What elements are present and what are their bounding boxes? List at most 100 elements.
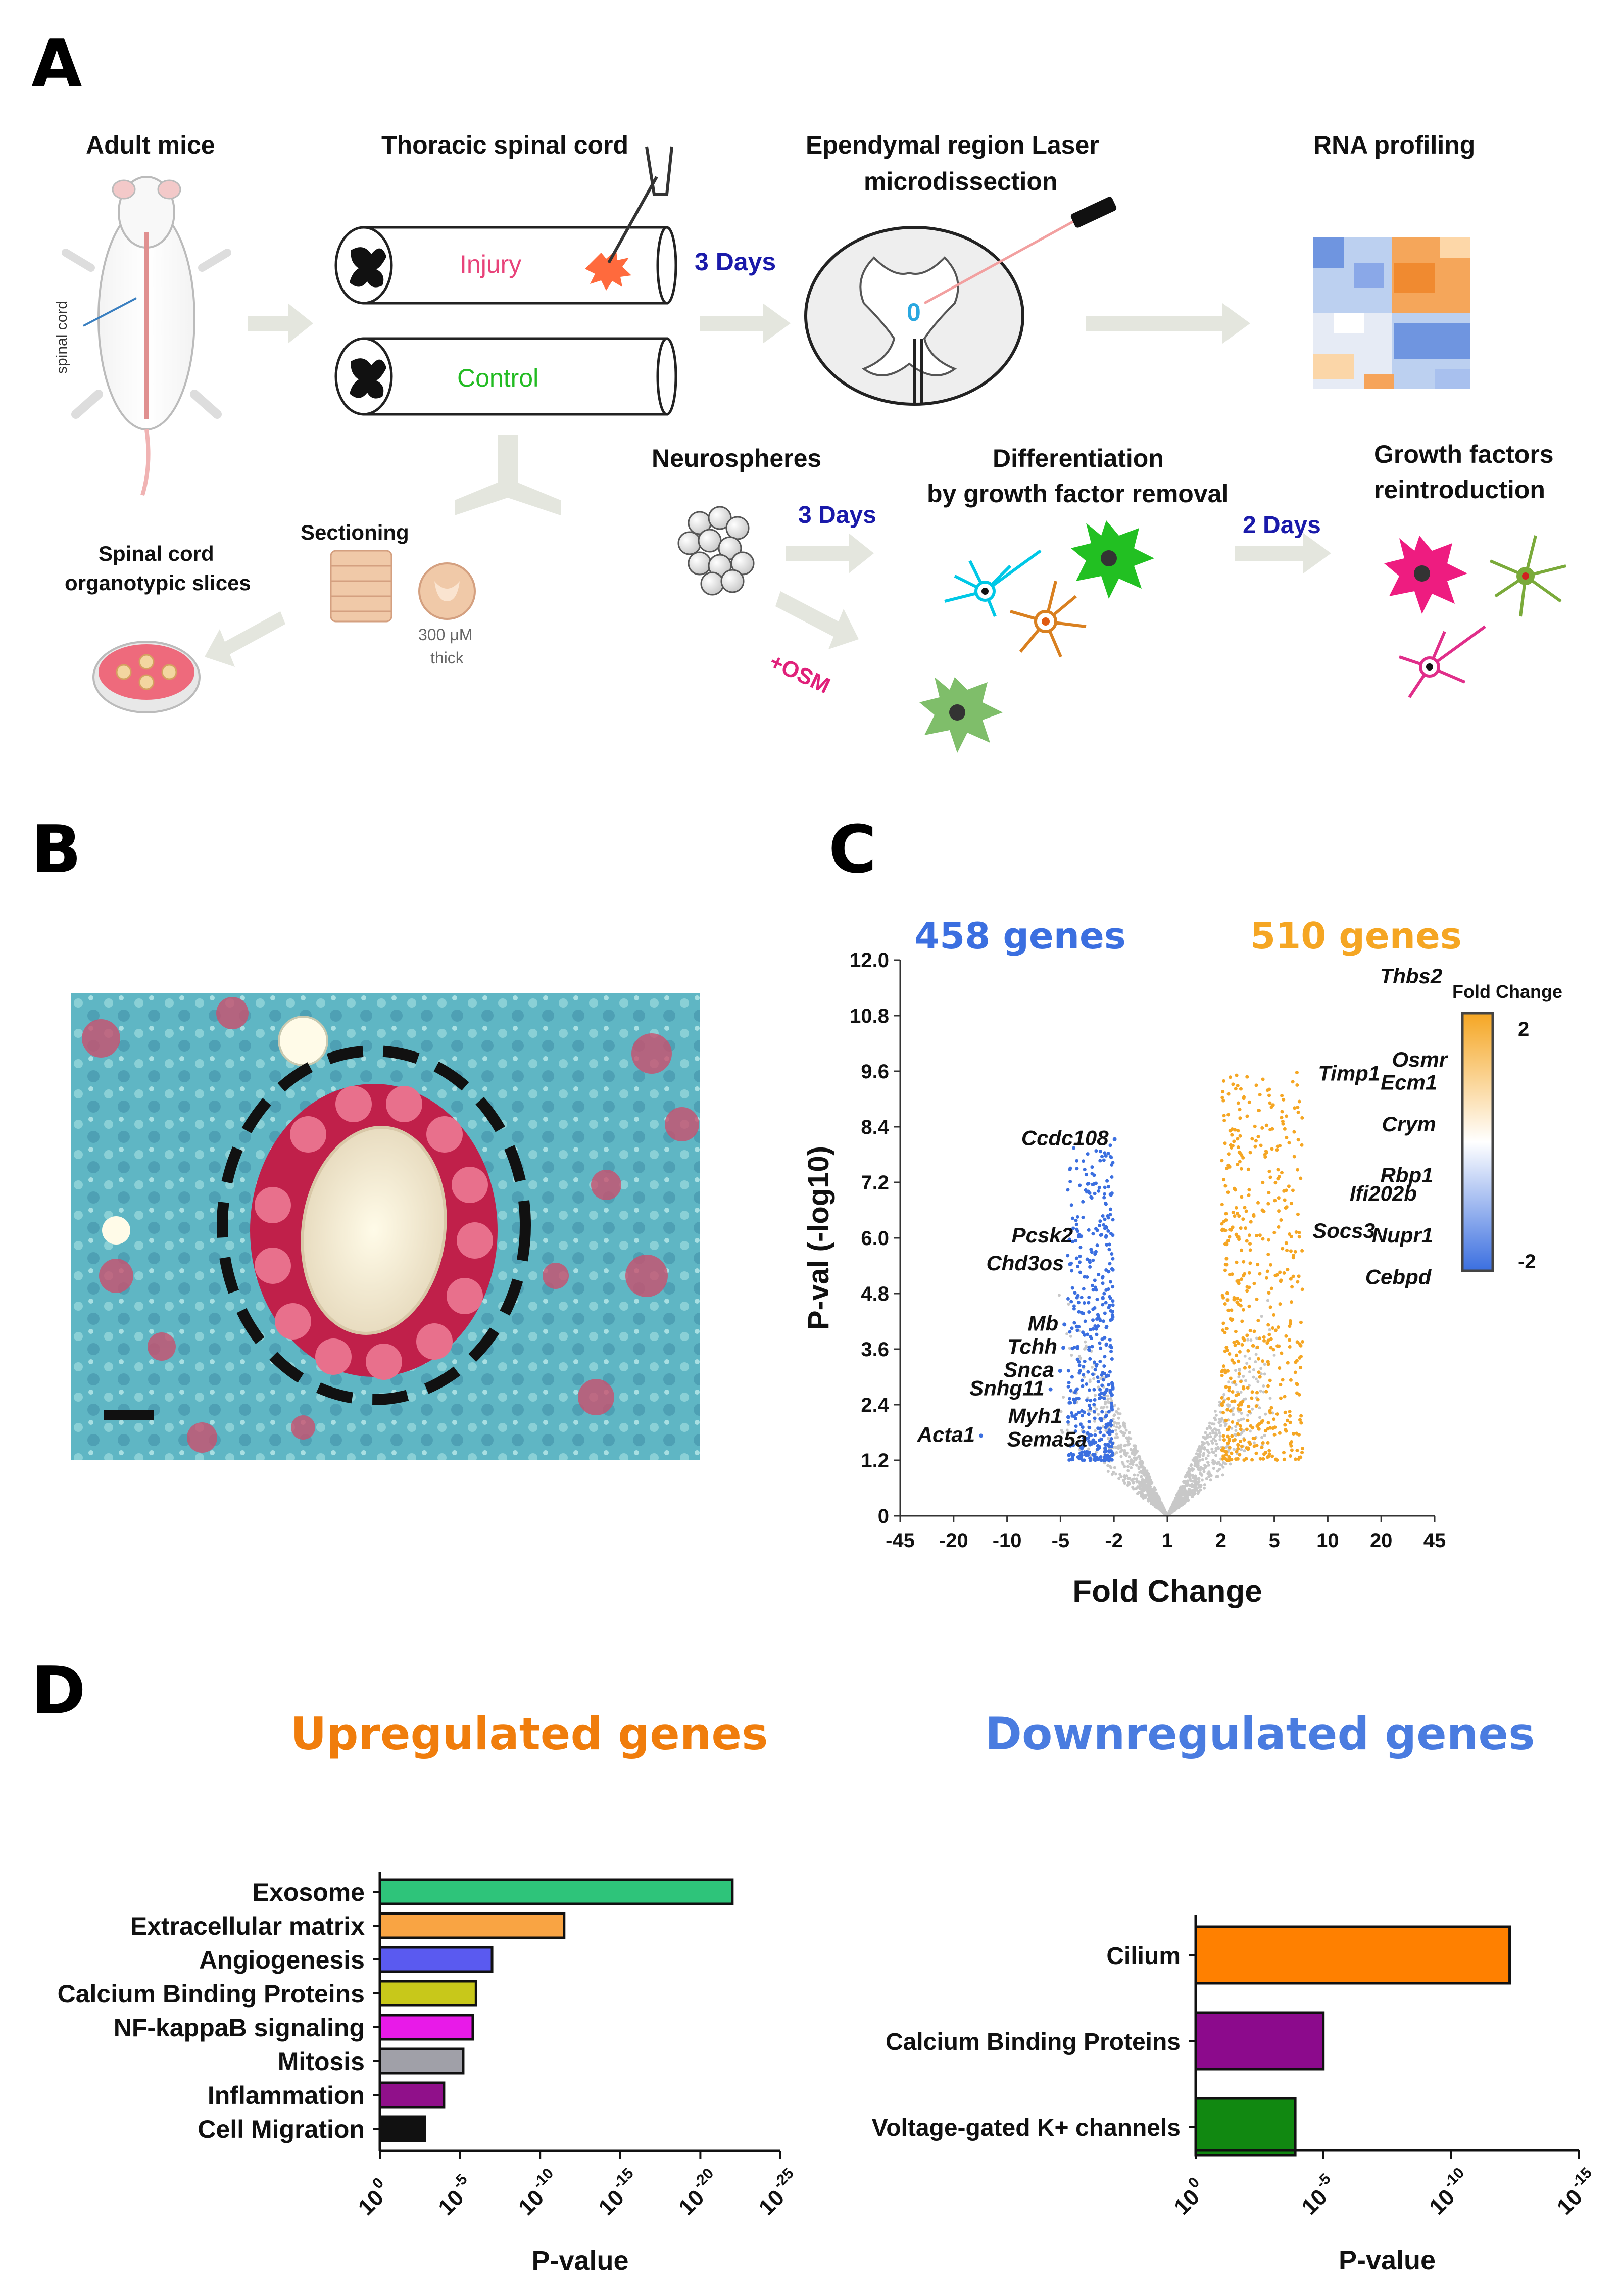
- point-up: [1296, 1138, 1300, 1142]
- point-up: [1243, 1366, 1247, 1370]
- point-ns: [1194, 1488, 1197, 1492]
- volcano-plot: -45 -20 -10 -5 -2 1 2 5 10 20 45 0 1.2 2.4 3.6 4.8 6.0 7.…: [802, 950, 1562, 1609]
- point-ns: [1119, 1450, 1122, 1454]
- upregulated-bar-chart: Exosome Extracellular matrix Angiogenesis C…: [58, 1872, 797, 2276]
- point-up: [1258, 1375, 1262, 1379]
- point-up: [1244, 1226, 1248, 1230]
- point-ns: [1204, 1436, 1207, 1440]
- point-up: [1270, 1147, 1274, 1151]
- point-ns: [1122, 1433, 1125, 1437]
- point-ns: [1178, 1491, 1182, 1495]
- point-up: [1244, 1209, 1248, 1213]
- point-up: [1267, 1449, 1271, 1453]
- point-up: [1242, 1338, 1246, 1342]
- point-down: [1095, 1456, 1099, 1460]
- point-up: [1279, 1279, 1283, 1283]
- point-down: [1087, 1388, 1091, 1392]
- point-ns: [1242, 1417, 1245, 1421]
- point-up: [1264, 1149, 1268, 1153]
- point-up: [1261, 1457, 1265, 1461]
- point-down: [1108, 1295, 1112, 1299]
- point-down: [1092, 1403, 1096, 1407]
- point-ns: [1183, 1481, 1187, 1485]
- point-ns: [1095, 1407, 1098, 1411]
- point-up: [1276, 1177, 1280, 1181]
- point-up: [1223, 1141, 1227, 1145]
- point-ns: [1268, 1396, 1272, 1400]
- point-ns: [1202, 1452, 1206, 1455]
- point-ns: [1059, 1410, 1063, 1413]
- point-down: [1077, 1455, 1081, 1459]
- point-down: [1106, 1458, 1110, 1462]
- point-up: [1280, 1116, 1284, 1120]
- point-ns: [1177, 1501, 1181, 1504]
- volcano-colorbar: Fold Change 2 -2: [1452, 981, 1562, 1273]
- point-down: [1101, 1303, 1105, 1307]
- point-up: [1268, 1128, 1272, 1132]
- point-up: [1231, 1082, 1235, 1086]
- point-up: [1286, 1268, 1290, 1272]
- point-down: [1108, 1345, 1112, 1349]
- volcano-y-tick-label: 0: [878, 1505, 889, 1527]
- point-ns: [1127, 1436, 1131, 1440]
- point-down: [1091, 1318, 1095, 1322]
- gene-point: [1077, 1234, 1082, 1239]
- gene-label-ifi202b: Ifi202b: [1350, 1182, 1417, 1206]
- point-ns: [1206, 1461, 1210, 1464]
- point-down: [1107, 1242, 1111, 1247]
- point-ns: [1146, 1487, 1150, 1491]
- point-down: [1092, 1410, 1096, 1414]
- point-up: [1231, 1225, 1235, 1229]
- point-down: [1102, 1223, 1106, 1227]
- point-down: [1088, 1265, 1092, 1269]
- point-ns: [1242, 1429, 1246, 1432]
- point-ns: [1195, 1482, 1198, 1486]
- point-down: [1107, 1449, 1111, 1453]
- point-ns: [1232, 1448, 1236, 1451]
- point-up: [1248, 1151, 1252, 1155]
- point-up: [1278, 1366, 1282, 1370]
- point-ns: [1254, 1377, 1258, 1381]
- point-ns: [1079, 1357, 1083, 1360]
- point-up: [1277, 1196, 1281, 1200]
- point-ns: [1102, 1417, 1105, 1420]
- point-ns: [1116, 1411, 1120, 1415]
- point-up: [1262, 1338, 1266, 1343]
- bar-x-tick-label: 100: [354, 2174, 388, 2220]
- point-ns: [1087, 1447, 1091, 1451]
- point-up: [1245, 1427, 1249, 1431]
- point-down: [1090, 1250, 1094, 1254]
- tick-base: 10: [674, 2185, 709, 2220]
- point-up: [1266, 1323, 1270, 1327]
- point-down: [1082, 1430, 1086, 1434]
- point-up: [1300, 1287, 1304, 1292]
- point-up: [1241, 1156, 1245, 1160]
- point-up: [1228, 1385, 1232, 1390]
- gene-label-acta1: Acta1: [917, 1422, 975, 1446]
- point-ns: [1123, 1465, 1126, 1468]
- point-down: [1104, 1425, 1108, 1429]
- point-ns: [1115, 1421, 1118, 1425]
- point-ns: [1259, 1389, 1262, 1393]
- point-down: [1081, 1414, 1085, 1418]
- point-down: [1102, 1292, 1106, 1296]
- bar-angiogenesis: [378, 1946, 494, 1973]
- point-up: [1236, 1432, 1240, 1437]
- point-ns: [1252, 1441, 1256, 1445]
- point-ns: [1218, 1467, 1221, 1471]
- point-down: [1099, 1419, 1103, 1423]
- point-up: [1264, 1123, 1268, 1127]
- point-up: [1264, 1451, 1268, 1455]
- point-ns: [1141, 1479, 1145, 1483]
- label-organotypic-2: organotypic slices: [65, 571, 251, 595]
- point-ns: [1218, 1431, 1221, 1434]
- point-up: [1242, 1458, 1246, 1462]
- point-ns: [1199, 1450, 1202, 1453]
- tick-base: 10: [594, 2185, 629, 2220]
- point-ns: [1107, 1437, 1110, 1440]
- point-ns: [1186, 1494, 1189, 1497]
- point-ns: [1148, 1493, 1152, 1497]
- point-ns: [1224, 1446, 1228, 1449]
- point-ns: [1125, 1474, 1128, 1478]
- point-up: [1236, 1163, 1240, 1167]
